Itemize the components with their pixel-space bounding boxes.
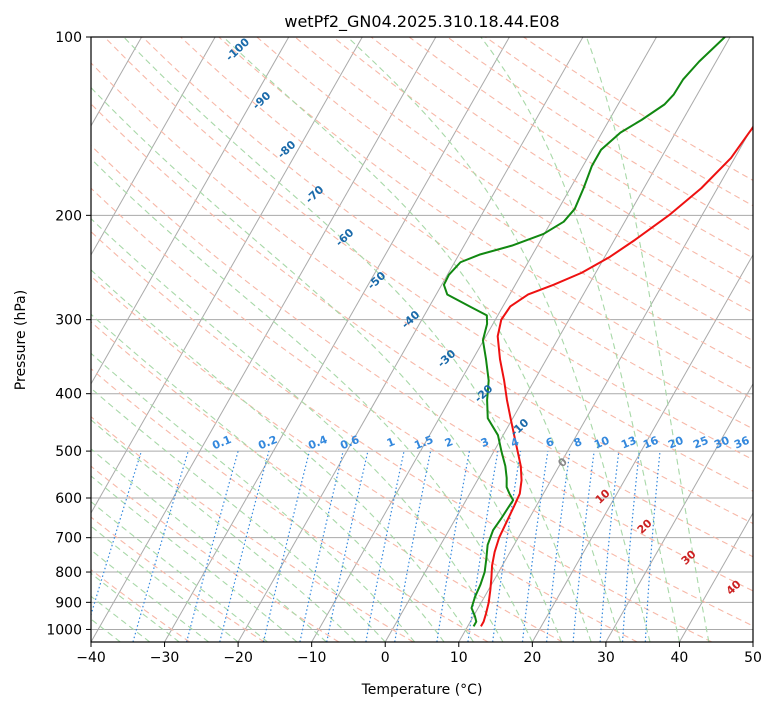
mixing-ratio-label: 8: [572, 435, 584, 450]
x-tick-label: 0: [381, 650, 390, 666]
mixing-ratio-label: 16: [641, 434, 660, 452]
x-tick-label: 50: [744, 650, 762, 666]
mixing-ratio-line: [599, 451, 620, 642]
dry-adiabat-line: [91, 367, 489, 642]
temperature-profile-line: [480, 125, 753, 627]
y-tick-label: 300: [55, 313, 82, 329]
moist-adiabat-line: [91, 572, 180, 642]
dry-adiabat-line: [91, 275, 638, 642]
dry-adiabat-line: [104, 37, 753, 492]
moist-adiabat-line: [91, 313, 445, 642]
moist-adiabat-line: [91, 525, 239, 642]
mixing-ratio-label: 25: [691, 434, 710, 452]
y-tick-label: 700: [55, 531, 82, 547]
x-tick-label: 30: [597, 650, 615, 666]
y-tick-label: 900: [55, 595, 82, 611]
mixing-ratio-line: [621, 451, 640, 642]
plot-frame: [90, 36, 754, 643]
moist-adiabat-line: [91, 549, 210, 642]
y-tick-label: 400: [55, 387, 82, 403]
dry-adiabat-line: [332, 37, 753, 314]
moist-adiabat-line: [91, 475, 298, 642]
moist-adiabat-line: [91, 86, 563, 642]
moist-adiabat-line: [123, 37, 592, 642]
mixing-ratio-line: [521, 451, 549, 642]
moist-adiabat-line: [91, 448, 327, 642]
moist-adiabat-line: [91, 217, 504, 642]
dry-adiabat-line: [91, 230, 713, 642]
isotherm-line: [679, 511, 753, 642]
moist-adiabat-line: [91, 269, 474, 642]
isotherm-line: [605, 382, 753, 642]
x-tick-label: −20: [223, 650, 253, 666]
x-tick-label: 10: [450, 650, 468, 666]
chart-title: wetPf2_GN04.2025.310.18.44.E08: [284, 12, 559, 32]
mixing-ratio-line: [219, 450, 270, 642]
moist-adiabat-line: [91, 500, 268, 642]
moist-adiabat-line: [222, 37, 622, 642]
moist-adiabat-line: [91, 387, 386, 642]
dry-adiabat-line: [91, 416, 414, 642]
moist-adiabat-line: [585, 37, 710, 642]
x-tick-label: −10: [297, 650, 327, 666]
mixing-ratio-label: 2: [443, 435, 455, 450]
mixing-ratio-line: [467, 450, 499, 642]
isotherm-line: [91, 37, 290, 385]
mixing-ratio-line: [492, 451, 522, 642]
dry-adiabat-line: [91, 465, 340, 642]
y-tick-label: 500: [55, 444, 82, 460]
isotherm-line: [91, 37, 437, 642]
isotherm-line: [531, 253, 753, 642]
x-tick-label: 20: [523, 650, 541, 666]
dry-adiabat-line: [91, 62, 753, 525]
dry-adiabat-line: [180, 37, 753, 430]
y-tick-label: 100: [55, 30, 82, 46]
x-axis-label: Temperature (°C): [361, 682, 483, 698]
mixing-ratio-label: 1: [385, 435, 397, 450]
moist-adiabat-line: [91, 352, 416, 642]
dewpoint-profile-line: [442, 37, 726, 627]
mixing-ratio-label: 10: [592, 434, 611, 452]
mixing-ratio-line: [186, 450, 239, 642]
mixing-ratio-label: 36: [732, 434, 751, 452]
isotherm-line: [384, 37, 731, 642]
dry-adiabat-line: [218, 37, 753, 400]
y-tick-label: 1000: [46, 622, 82, 638]
isotherm-line: [237, 37, 584, 642]
mixing-ratio-label: 20: [666, 434, 685, 452]
moist-adiabat-line: [480, 37, 680, 642]
dry-adiabat-line: [91, 187, 753, 627]
dry-adiabat-line: [370, 37, 753, 286]
mixing-ratio-line: [546, 451, 571, 642]
mixing-ratio-line: [262, 450, 311, 642]
mixing-ratio-label: 3: [479, 435, 491, 450]
mixing-ratio-label: 13: [619, 434, 638, 452]
dry-adiabat-line: [91, 321, 563, 642]
isotherm-line: [91, 37, 216, 256]
x-tick-label: −30: [150, 650, 180, 666]
y-axis-label: Pressure (hPa): [13, 290, 29, 390]
x-tick-label: −40: [76, 650, 106, 666]
x-tick-label: 40: [671, 650, 689, 666]
dry-adiabat-line: [91, 103, 753, 558]
moist-adiabat-line: [91, 158, 533, 642]
y-tick-label: 800: [55, 565, 82, 581]
mixing-ratio-line: [299, 450, 344, 642]
isotherm-line: [164, 37, 510, 642]
y-tick-label: 200: [55, 208, 82, 224]
mixing-ratio-line: [132, 450, 189, 642]
moist-adiabat-line: [347, 37, 651, 642]
dry-adiabat-line: [91, 569, 190, 642]
y-tick-label: 600: [55, 491, 82, 507]
mixing-ratio-label: 30: [712, 434, 731, 452]
dry-adiabat-line: [91, 516, 265, 642]
isotherm-line: [91, 37, 363, 514]
dry-adiabat-line: [91, 144, 753, 592]
mixing-ratio-line: [572, 451, 595, 642]
